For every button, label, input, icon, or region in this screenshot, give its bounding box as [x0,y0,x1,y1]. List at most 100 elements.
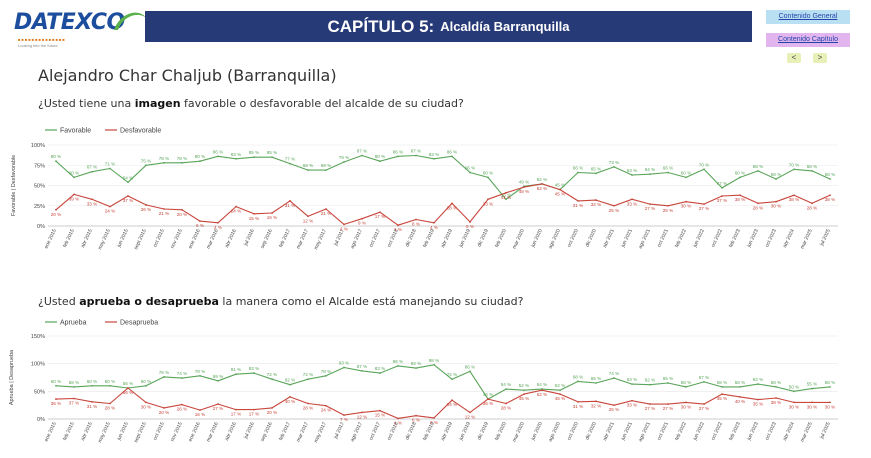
datexco-logo: DATEXCO ■■■■■■■■■■■■■■ Looking into the … [14,8,146,48]
data-label: 27 % [699,406,709,411]
data-point [721,187,723,189]
chart-approval: 0% 50% 100% 150% Aprueba | Desaprueba ene 201… [9,320,838,444]
data-label: 6 % [196,223,204,228]
data-point [325,404,327,407]
general-contents-link[interactable]: Contenido General [766,10,850,24]
data-label: 52 % [537,186,547,191]
data-label: 49 % [519,179,529,184]
data-label: 73 % [609,160,619,165]
data-label: 31 % [573,203,583,208]
data-point [613,404,615,407]
data-label: 26 % [141,207,151,212]
data-label: 20 % [159,410,169,415]
data-label: 50 % [789,384,799,389]
data-point [793,390,795,393]
x-tick-label: abr 2016 [224,421,238,442]
data-label: 93 % [339,361,349,366]
data-label: 15 % [375,413,385,418]
logo-tagline: Looking into the future [18,43,58,48]
data-point [811,387,813,390]
data-point [775,178,777,180]
chapter-header: CAPÍTULO 5: Alcaldía Barranquilla [145,11,752,42]
x-tick-label: oct 2020 [566,421,580,441]
data-label: 17 % [375,214,385,219]
data-label: 98 % [429,358,439,363]
data-label: 20 % [177,212,187,217]
logo-dots: ■■■■■■■■■■■■■■ [18,37,66,42]
data-label: 58 % [717,380,727,385]
data-label: 31 % [573,404,583,409]
data-point [433,416,435,419]
x-tick-label: abr 2015 [80,228,94,249]
data-label: 17 % [231,412,241,417]
data-point [91,198,93,201]
data-label: 87 % [357,364,367,369]
chapter-contents-link[interactable]: Contenido Capítulo [766,33,850,47]
data-label: 72 % [267,372,277,377]
data-label: 25 % [609,407,619,412]
data-point [271,407,273,409]
data-point [451,399,453,402]
data-label: 74 % [177,371,187,376]
x-tick-label: mar 2016 [205,421,219,443]
data-label: 79 % [339,155,349,160]
data-point [451,202,453,205]
data-point [613,165,615,168]
x-tick-label: may 2015 [97,228,112,251]
data-point [829,401,831,404]
data-point [685,401,687,404]
data-point [523,393,525,395]
y-tick-label: 50% [34,389,45,395]
data-label: 63 % [753,377,763,382]
x-tick-label: dic 2020 [584,421,598,441]
data-point [325,374,327,377]
x-tick-label: feb 2023 [728,228,742,248]
data-label: 4 % [214,225,222,230]
data-label: 1 % [394,420,402,425]
data-point [343,366,345,369]
data-label: 12 % [357,414,367,419]
data-label: 65 % [591,376,601,381]
y-tick-label: 150% [31,334,45,340]
data-point [559,188,561,191]
x-tick-label: ene 2016 [188,228,202,250]
data-point [181,161,183,164]
data-point [181,377,183,379]
data-label: 58 % [735,380,745,385]
data-point [775,200,777,203]
data-point [55,208,57,211]
data-point [721,195,723,197]
data-label: 6 % [412,418,420,423]
next-arrow-icon[interactable]: > [813,53,827,63]
x-tick-label: ago 2017 [350,421,364,443]
data-label: 56 % [123,390,133,395]
x-tick-label: abr 2024 [782,228,796,249]
series-line [55,387,830,419]
y-tick-label: 25% [34,204,45,210]
data-point [631,383,633,386]
data-label: 54 % [123,175,133,180]
x-tick-label: feb 2015 [62,228,76,248]
data-label: 72 % [303,372,313,377]
x-tick-label: ago 2020 [548,421,562,443]
data-label: 33 % [87,201,97,206]
data-point [739,395,741,398]
x-tick-label: jun 2023 [746,228,760,249]
data-label: 34 % [447,402,457,407]
data-point [415,414,417,417]
data-label: 86 % [465,364,475,369]
logo-swoosh-icon [114,12,146,30]
data-point [739,176,741,179]
data-point [217,379,219,382]
data-point [91,400,93,403]
data-point [361,369,363,372]
data-label: 60 % [681,170,691,175]
data-point [703,403,705,405]
prev-arrow-icon[interactable]: < [787,53,801,63]
data-label: 15 % [249,216,259,221]
data-label: 75 % [141,158,151,163]
data-label: 65 % [663,376,673,381]
data-label: 40 % [285,399,295,404]
data-label: 39 % [69,196,79,201]
